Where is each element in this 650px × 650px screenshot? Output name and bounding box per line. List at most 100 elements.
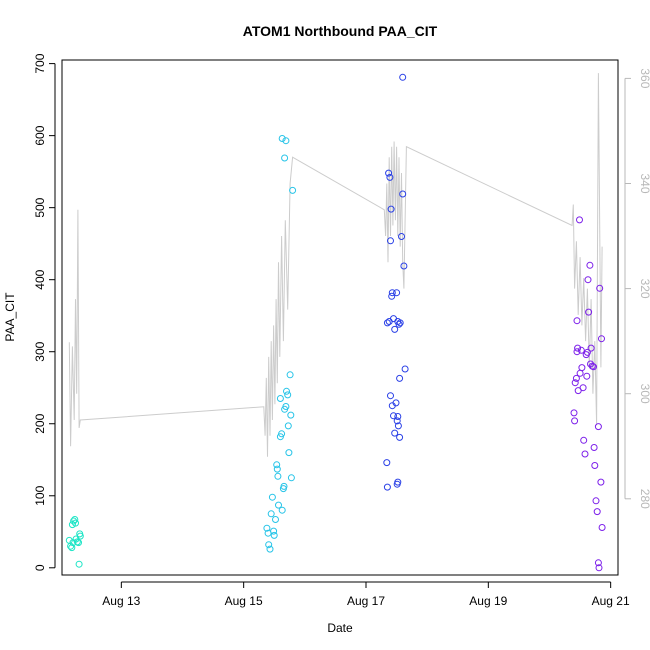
data-point-s1-11	[75, 539, 82, 547]
data-point-s4-22	[588, 362, 596, 370]
y-axis-label: PAA_CIT	[3, 292, 17, 342]
x-tick-label-2: Aug 15	[225, 594, 263, 608]
data-point-s4-28	[594, 423, 602, 431]
data-point-s2-10	[273, 461, 281, 469]
data-point-s2-29	[289, 186, 297, 194]
data-point-s4-2	[571, 417, 579, 425]
y-tick-label-6: 500	[33, 197, 47, 217]
data-point-s4-10	[578, 364, 586, 372]
data-point-s4-33	[576, 216, 583, 224]
data-point-s4-31	[598, 335, 605, 343]
data-point-s3-17	[400, 262, 408, 270]
data-point-s2-25	[285, 449, 293, 457]
data-point-s4-8	[576, 369, 584, 377]
data-point-s4-23	[590, 363, 597, 371]
data-point-s3-18	[401, 365, 409, 373]
data-point-s3-15	[398, 233, 405, 240]
data-point-s4-29	[596, 284, 604, 292]
y2-tick-label-1: 280	[638, 489, 650, 509]
x-tick-label-1: Aug 13	[102, 594, 140, 608]
data-point-s3-9	[390, 315, 397, 323]
chart-title: ATOM1 Northbound PAA_CIT	[243, 23, 438, 39]
data-point-s4-34	[573, 317, 581, 325]
data-point-s2-23	[284, 391, 292, 399]
data-point-s4-6	[574, 344, 582, 352]
data-point-s2-5	[267, 510, 275, 518]
data-point-s2-15	[278, 430, 286, 438]
data-point-s2-27	[287, 411, 295, 419]
data-point-s2-8	[270, 531, 278, 539]
data-point-s2-12	[274, 472, 282, 480]
y-tick-label-1: 0	[33, 564, 47, 571]
right-axis-trace-layer	[68, 73, 603, 457]
data-point-s4-16	[583, 348, 591, 356]
data-point-s3-32	[394, 478, 402, 486]
data-point-s3-22	[390, 412, 397, 420]
y2-tick-label-2: 300	[638, 384, 650, 404]
data-point-s2-6	[268, 493, 276, 501]
data-point-s2-30	[278, 135, 286, 142]
data-point-s2-9	[272, 516, 279, 523]
right-axis-trace-line	[68, 73, 603, 457]
data-point-s3-6	[385, 318, 393, 325]
data-point-s3-29	[383, 459, 391, 467]
y-axis: 0 100 200 300 400 500 600 700	[33, 53, 56, 571]
data-point-s2-21	[282, 403, 290, 410]
data-point-s2-28	[287, 474, 295, 482]
data-point-s3-19	[396, 374, 404, 382]
data-point-s4-32	[598, 524, 606, 531]
data-point-s3-26	[394, 413, 402, 420]
data-point-s2-11	[273, 465, 281, 473]
data-point-s3-8	[388, 289, 396, 297]
x-tick-label-5: Aug 21	[592, 594, 630, 608]
data-point-s3-23	[391, 429, 399, 437]
data-point-s4-9	[577, 346, 585, 354]
data-point-s4-25	[591, 462, 599, 469]
x-axis: Aug 13 Aug 15 Aug 17 Aug 19 Aug 21	[102, 581, 630, 608]
data-point-s3-33	[399, 73, 407, 81]
y2-axis: 280 300 320 340 360	[624, 68, 650, 509]
plot-frame	[61, 59, 619, 576]
data-point-s3-27	[394, 422, 402, 430]
data-point-s4-5	[573, 348, 581, 356]
data-point-s4-26	[592, 497, 600, 505]
data-point-s4-11	[579, 384, 587, 392]
data-point-s3-11	[393, 289, 401, 297]
data-point-s4-15	[583, 372, 591, 380]
y-tick-label-8: 700	[33, 53, 47, 73]
data-point-s1-13	[76, 532, 84, 540]
y-tick-label-4: 300	[33, 341, 47, 361]
data-point-s2-16	[276, 395, 284, 402]
data-point-s3-14	[396, 319, 404, 327]
data-point-s2-17	[278, 506, 286, 514]
data-point-s1-14	[75, 560, 83, 568]
y-tick-label-3: 200	[33, 413, 47, 433]
data-point-s3-3	[387, 205, 395, 213]
data-point-s2-13	[275, 501, 282, 509]
data-point-s1-3	[68, 544, 76, 552]
y-tick-label-7: 600	[33, 125, 47, 145]
data-point-s1-8	[72, 519, 79, 527]
data-point-s3-30	[383, 483, 391, 491]
data-point-s3-24	[392, 399, 400, 407]
data-point-s4-35	[594, 559, 602, 567]
data-point-s2-4	[266, 545, 274, 553]
data-point-s4-21	[587, 344, 595, 352]
data-point-s3-13	[395, 320, 403, 328]
points-layer	[65, 73, 606, 572]
data-point-s3-25	[393, 417, 401, 425]
x-axis-label: Date	[327, 621, 353, 635]
y2-tick-label-5: 360	[638, 68, 650, 88]
x-tick-label-4: Aug 19	[469, 594, 507, 608]
data-point-s3-4	[387, 237, 394, 245]
data-point-s3-5	[383, 319, 391, 327]
data-point-s4-13	[581, 450, 589, 458]
data-point-s4-36	[595, 564, 603, 572]
data-point-s1-7	[71, 516, 79, 523]
data-point-s3-28	[396, 433, 404, 441]
data-point-s4-12	[580, 436, 588, 444]
data-point-s3-2	[386, 173, 394, 181]
data-point-s2-19	[280, 482, 288, 490]
data-point-s3-1	[385, 169, 393, 177]
data-point-s4-1	[570, 409, 578, 417]
